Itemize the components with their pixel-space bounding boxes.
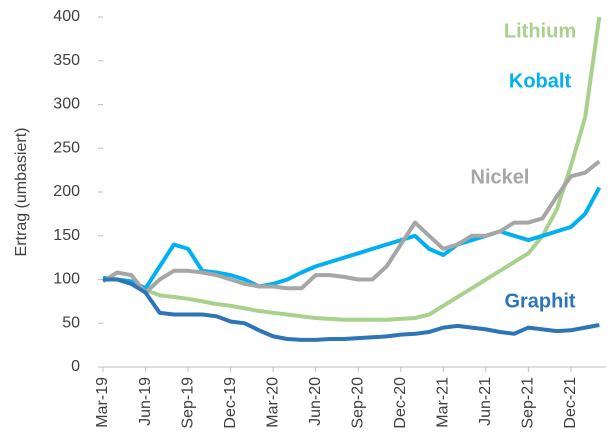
y-axis-label: Ertrag (umbasiert) (13, 128, 30, 257)
x-tick-label: Mar-19 (94, 377, 111, 428)
x-tick-label: Sep-19 (179, 377, 196, 429)
y-tick-label: 50 (62, 314, 80, 331)
y-tick-label: 0 (71, 358, 80, 375)
series-label: Kobalt (509, 70, 572, 92)
series-label: Lithium (504, 20, 576, 42)
x-tick-label: Dec-20 (392, 377, 409, 429)
y-tick-label: 350 (53, 52, 80, 69)
x-tick-label: Mar-20 (264, 377, 281, 428)
series-line (102, 186, 602, 291)
y-tick-label: 250 (53, 139, 80, 156)
x-tick-label: Dec-19 (222, 377, 239, 429)
x-tick-label: Sep-21 (520, 377, 537, 429)
series-line (103, 277, 600, 342)
x-tick-label: Jun-21 (477, 377, 494, 426)
y-tick-label: 100 (53, 271, 80, 288)
x-tick-label: Jun-19 (137, 377, 154, 426)
y-tick-label: 150 (53, 227, 80, 244)
series-line (103, 16, 602, 322)
series-label: Graphit (504, 290, 575, 312)
x-tick-label: Dec-21 (562, 377, 579, 429)
x-tick-label: Mar-21 (435, 377, 452, 428)
x-tick-label: Jun-20 (307, 377, 324, 426)
y-tick-label: 200 (53, 183, 80, 200)
y-tick-label: 400 (53, 8, 80, 25)
series-line (101, 159, 601, 295)
x-tick-label: Sep-20 (349, 377, 366, 429)
y-tick-label: 300 (53, 96, 80, 113)
series-label: Nickel (471, 166, 530, 188)
